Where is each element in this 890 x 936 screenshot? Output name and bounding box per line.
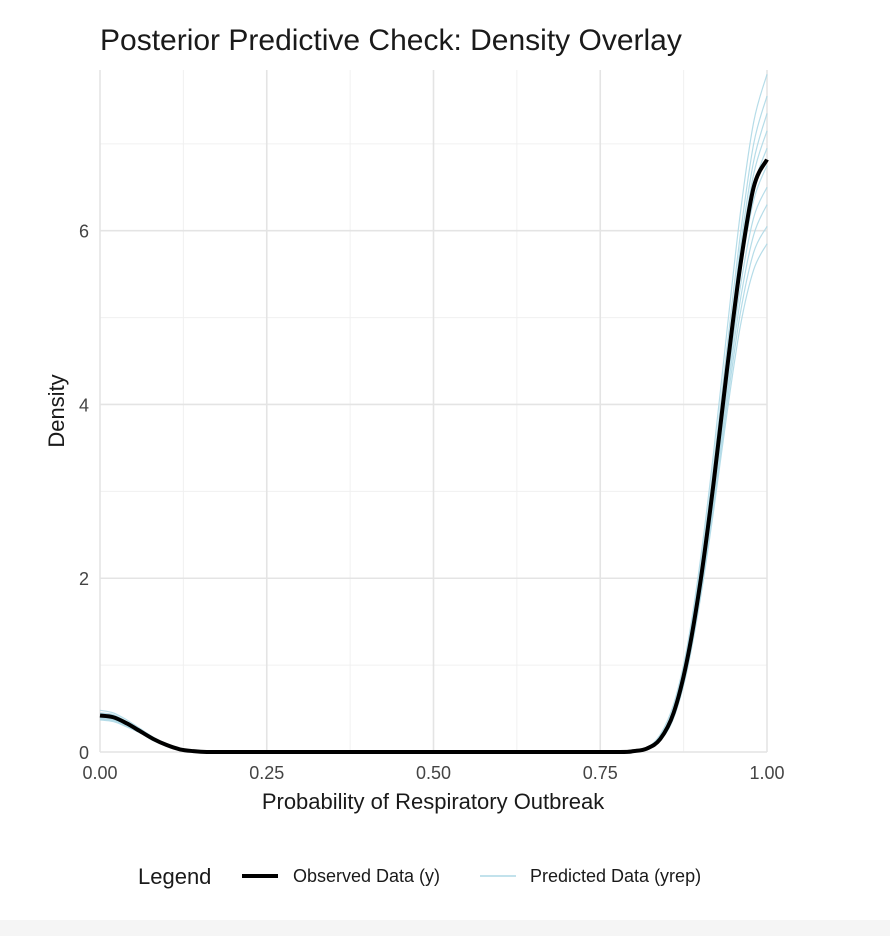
x-tick-label: 0.75 — [583, 763, 618, 783]
x-tick-label: 0.50 — [416, 763, 451, 783]
legend: Legend Observed Data (y) Predicted Data … — [138, 864, 701, 889]
legend-label-observed: Observed Data (y) — [293, 866, 440, 886]
x-axis-ticks: 0.00 0.25 0.50 0.75 1.00 — [82, 763, 784, 783]
x-tick-label: 0.00 — [82, 763, 117, 783]
observed-series — [99, 158, 769, 755]
grid — [99, 70, 768, 753]
y-tick-label: 0 — [79, 743, 89, 763]
y-axis-ticks: 0 2 4 6 — [79, 222, 89, 763]
legend-label-predicted: Predicted Data (yrep) — [530, 866, 701, 886]
x-axis-title: Probability of Respiratory Outbreak — [262, 789, 605, 814]
observed-density-line — [99, 158, 769, 755]
y-tick-label: 4 — [79, 395, 89, 415]
y-tick-label: 6 — [79, 222, 89, 242]
bottom-strip — [0, 920, 890, 936]
x-tick-label: 1.00 — [749, 763, 784, 783]
y-axis-title: Density — [44, 374, 69, 447]
chart-title: Posterior Predictive Check: Density Over… — [100, 24, 682, 57]
x-tick-label: 0.25 — [249, 763, 284, 783]
legend-title: Legend — [138, 864, 211, 889]
y-tick-label: 2 — [79, 569, 89, 589]
